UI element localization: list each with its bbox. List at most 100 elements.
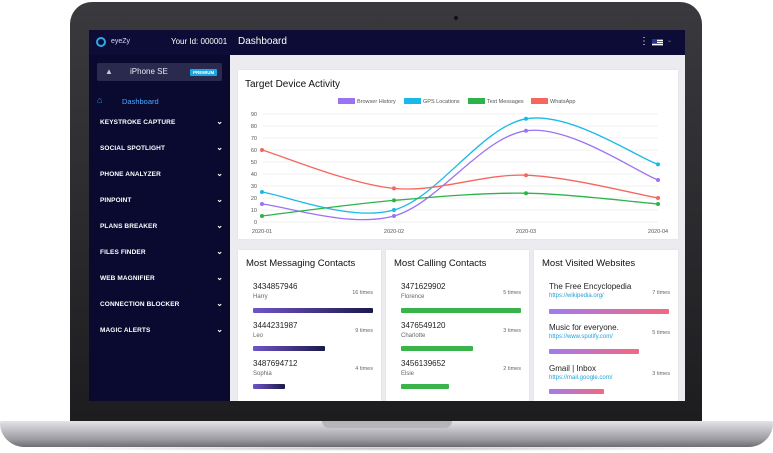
data-point [260,190,264,194]
sidebar-item-pinpoint[interactable]: PINPOINT ⌄ [100,195,223,223]
sidebar-item-social-spotlight[interactable]: SOCIAL SPOTLIGHT ⌄ [100,143,223,171]
data-point [524,191,528,196]
contact-count: 2 times [503,366,521,372]
data-point [524,116,528,121]
us-flag-icon[interactable] [652,39,663,46]
contact-number: 3456139652 [401,359,446,368]
list-item[interactable]: The Free Encyclopedia https://wikipedia.… [549,282,669,299]
series-line [261,192,659,217]
legend-swatch-text-messages [468,98,485,104]
top-bar: eyeZy Your Id: 000001 Dashboard ⋮ ⌄ [89,30,685,55]
frequency-bar [549,389,605,394]
chevron-down-icon[interactable]: ⌄ [667,38,673,44]
eyezy-logo-icon [96,37,106,47]
chevron-down-icon: ⌄ [216,117,223,126]
data-point [392,186,396,191]
laptop-shadow [20,446,753,451]
list-item[interactable]: 3434857946 Harry [253,282,373,300]
chevron-down-icon: ⌄ [216,195,223,204]
contact-count: 9 times [355,328,373,334]
sidebar-item-label: KEYSTROKE CAPTURE [100,119,176,126]
frequency-bar [253,308,373,313]
x-tick-label: 2020-01 [252,229,272,235]
sidebar-item-label: SOCIAL SPOTLIGHT [100,145,166,152]
list-item[interactable]: 3444231987 Leo [253,321,373,339]
activity-chart-card: Target Device Activity Browser History G… [238,70,678,239]
frequency-bar [549,309,669,314]
x-tick-label: 2020-04 [648,229,668,235]
sidebar-item-label: PHONE ANALYZER [100,171,161,178]
frequency-bar [549,349,639,354]
visit-count: 3 times [652,371,670,377]
data-point [656,178,660,182]
sidebar-item-dashboard[interactable]: ⌂ Dashboard [97,95,222,109]
sidebar-item-label: CONNECTION BLOCKER [100,301,180,308]
more-options-icon[interactable]: ⋮ [639,36,649,47]
frequency-bar [401,346,473,351]
list-item[interactable]: Gmail | Inbox https://mail.google.com/ [549,364,669,381]
sidebar-item-connection-blocker[interactable]: CONNECTION BLOCKER ⌄ [100,299,223,327]
sidebar-item-web-magnifier[interactable]: WEB MAGNIFIER ⌄ [100,273,223,301]
contact-number: 3471629902 [401,282,446,291]
messaging-contacts-card: Most Messaging Contacts 3434857946 Harry… [238,250,381,401]
site-url-link[interactable]: https://mail.google.com/ [549,375,613,381]
legend-entry[interactable]: Browser History [338,98,396,105]
data-point [656,162,660,167]
y-tick-label: 50 [251,160,257,166]
sidebar-item-phone-analyzer[interactable]: PHONE ANALYZER ⌄ [100,169,223,197]
y-tick-label: 20 [251,196,257,202]
sidebar-item-label: WEB MAGNIFIER [100,275,155,282]
sidebar-item-plans-breaker[interactable]: PLANS BREAKER ⌄ [100,221,223,249]
home-icon: ⌂ [97,95,103,105]
legend-swatch-whatsapp [531,98,548,104]
y-tick-label: 90 [251,112,257,118]
chevron-down-icon: ⌄ [216,325,223,334]
data-point [392,208,396,212]
contact-number: 3434857946 [253,282,298,291]
site-url-link[interactable]: https://wikipedia.org/ [549,293,604,299]
data-point [260,148,264,152]
y-tick-label: 0 [254,220,257,226]
data-point [392,214,396,218]
chart-title: Target Device Activity [245,79,341,90]
list-item[interactable]: 3487694712 Sophia [253,359,373,377]
list-item[interactable]: 3476549120 Charlotte [401,321,521,339]
laptop-notch [322,421,452,428]
sidebar-item-keystroke-capture[interactable]: KEYSTROKE CAPTURE ⌄ [100,117,223,145]
list-item[interactable]: 3471629902 Florence [401,282,521,300]
data-point [260,214,264,218]
chevron-down-icon: ⌄ [216,169,223,178]
device-name: iPhone SE [130,67,168,76]
contact-count: 3 times [503,328,521,334]
contact-name: Elsie [401,371,415,377]
contact-number: 3476549120 [401,321,446,330]
visited-websites-card: Most Visited Websites The Free Encyclope… [534,250,678,401]
list-item[interactable]: 3456139652 Elsie [401,359,521,377]
frequency-bar [253,346,325,351]
contact-count: 4 times [355,366,373,372]
contact-name: Florence [401,294,425,300]
x-tick-label: 2020-03 [516,229,536,235]
brand-name: eyeZy [111,38,131,45]
user-id: Your Id: 000001 [171,37,228,46]
series-line [261,129,659,221]
sidebar-item-files-finder[interactable]: FILES FINDER ⌄ [100,247,223,275]
device-selector[interactable]: ▲ iPhone SE PREMIUM [97,63,222,81]
contact-number: 3487694712 [253,359,298,368]
premium-badge: PREMIUM [190,69,218,76]
site-url-link[interactable]: https://www.spotify.com/ [549,334,613,340]
list-item[interactable]: Music for everyone. https://www.spotify.… [549,323,669,340]
legend-entry[interactable]: GPS Locations [404,98,460,105]
site-name: The Free Encyclopedia [549,282,632,291]
data-point [392,198,396,203]
sidebar-item-magic-alerts[interactable]: MAGIC ALERTS ⌄ [100,325,223,353]
card-title: Most Calling Contacts [394,258,487,269]
webcam [454,16,458,20]
legend-label: GPS Locations [423,99,460,105]
legend-entry[interactable]: Text Messages [468,98,524,105]
legend-entry[interactable]: WhatsApp [531,98,575,105]
page-title: Dashboard [238,36,287,47]
chevron-down-icon: ⌄ [216,247,223,256]
y-tick-label: 70 [251,136,257,142]
frequency-bar [253,384,286,389]
